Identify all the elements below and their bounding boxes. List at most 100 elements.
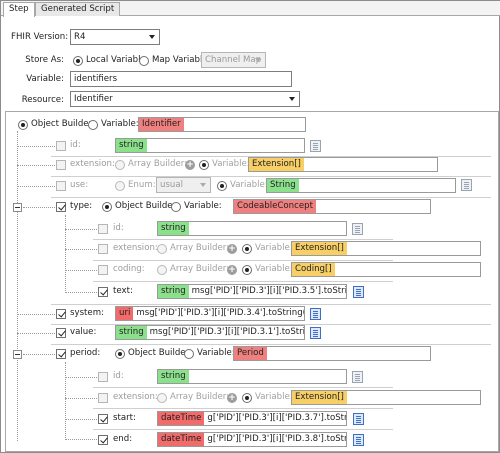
note-icon[interactable] xyxy=(353,286,364,298)
extension-variable-radio[interactable] xyxy=(199,160,209,170)
use-variable-label: Variable: xyxy=(230,180,268,190)
period-extension-variable-label: Variable: xyxy=(255,392,293,402)
period-extension-checkbox[interactable] xyxy=(98,393,108,403)
note-icon[interactable] xyxy=(352,371,363,383)
type-text-checkbox[interactable] xyxy=(98,287,108,297)
map-variable-radio[interactable] xyxy=(139,56,149,66)
system-checkbox[interactable] xyxy=(56,309,66,319)
period-end-expression: g['PID']['PID.3'][i]['PID.3.8'].toString… xyxy=(207,434,346,444)
type-extension-variable-radio[interactable] xyxy=(242,244,252,254)
tab-generated-script-label: Generated Script xyxy=(41,4,115,14)
use-type-tag: String xyxy=(267,179,299,192)
plus-icon[interactable]: + xyxy=(227,244,237,254)
plus-icon[interactable]: + xyxy=(185,160,195,170)
row-separator xyxy=(51,176,491,177)
tree-line xyxy=(65,215,66,293)
tree-line xyxy=(65,249,97,250)
variable-input[interactable]: identifiers xyxy=(70,71,292,87)
note-icon[interactable] xyxy=(353,413,364,425)
period-object-builder-radio[interactable] xyxy=(115,349,125,359)
note-icon[interactable] xyxy=(310,308,321,320)
note-icon[interactable] xyxy=(353,434,364,446)
tree-line xyxy=(65,229,97,230)
fhir-version-value: R4 xyxy=(74,32,86,42)
type-coding-variable-field[interactable]: Coding[] xyxy=(291,262,481,277)
type-variable-label: Variable: xyxy=(184,201,222,211)
type-object-builder-radio[interactable] xyxy=(102,202,112,212)
use-enum-radio[interactable] xyxy=(115,181,125,191)
type-extension-array-builder-radio[interactable] xyxy=(157,244,167,254)
period-checkbox[interactable] xyxy=(56,349,66,359)
type-extension-checkbox[interactable] xyxy=(98,244,108,254)
use-variable-field[interactable]: String xyxy=(266,178,456,193)
root-variable-field[interactable]: Identifier xyxy=(138,117,306,132)
type-extension-variable-label: Variable: xyxy=(255,243,293,253)
extension-type-tag: Extension[] xyxy=(249,158,304,171)
system-expression: msg['PID']['PID.3'][i]['PID.3.4'].toStri… xyxy=(136,308,305,318)
period-variable-field[interactable]: Period xyxy=(233,346,431,361)
type-coding-checkbox[interactable] xyxy=(98,265,108,275)
type-variable-field[interactable]: CodeableConcept xyxy=(233,199,431,214)
local-variable-radio[interactable] xyxy=(73,56,83,66)
resource-value: Identifier xyxy=(74,94,113,104)
system-label: system: xyxy=(70,308,104,318)
collapse-icon[interactable] xyxy=(13,203,22,212)
map-variable-label: Map Variable xyxy=(152,55,208,65)
tab-generated-script[interactable]: Generated Script xyxy=(35,2,121,16)
period-start-checkbox[interactable] xyxy=(98,414,108,424)
use-enum-select[interactable]: usual xyxy=(156,177,211,193)
map-variable-select[interactable]: Channel Map xyxy=(201,52,266,68)
note-icon[interactable] xyxy=(310,327,321,339)
type-coding-variable-radio[interactable] xyxy=(242,265,252,275)
resource-select[interactable]: Identifier xyxy=(70,91,300,107)
extension-variable-field[interactable]: Extension[] xyxy=(248,157,438,172)
period-variable-label: Variable: xyxy=(197,348,235,358)
system-field[interactable]: uri msg['PID']['PID.3'][i]['PID.3.4'].toS… xyxy=(115,306,305,321)
type-id-checkbox[interactable] xyxy=(98,224,108,234)
extension-checkbox[interactable] xyxy=(56,160,66,170)
root-object-builder-radio[interactable] xyxy=(18,120,28,130)
note-icon[interactable] xyxy=(310,140,321,152)
type-extension-variable-field[interactable]: Extension[] xyxy=(291,241,481,256)
extension-array-builder-radio[interactable] xyxy=(115,160,125,170)
tree-line xyxy=(17,186,55,187)
value-checkbox[interactable] xyxy=(56,328,66,338)
plus-icon[interactable]: + xyxy=(227,265,237,275)
period-extension-array-builder-radio[interactable] xyxy=(157,393,167,403)
id-field[interactable]: string xyxy=(115,138,305,153)
type-label: type: xyxy=(70,201,93,211)
fhir-version-select[interactable]: R4 xyxy=(70,29,160,45)
root-variable-radio[interactable] xyxy=(88,120,98,130)
chevron-down-icon xyxy=(200,183,206,187)
period-start-type-tag: dateTime xyxy=(158,412,205,425)
use-variable-radio[interactable] xyxy=(217,181,227,191)
period-end-checkbox[interactable] xyxy=(98,435,108,445)
plus-icon[interactable]: + xyxy=(227,393,237,403)
period-end-field[interactable]: dateTime g['PID']['PID.3'][i]['PID.3.8'].… xyxy=(157,432,347,447)
tab-step[interactable]: Step xyxy=(3,2,35,17)
period-start-field[interactable]: dateTime g['PID']['PID.3'][i]['PID.3.7'].… xyxy=(157,411,347,426)
id-checkbox[interactable] xyxy=(56,141,66,151)
period-variable-radio[interactable] xyxy=(184,349,194,359)
tree-line xyxy=(17,165,55,166)
use-checkbox[interactable] xyxy=(56,181,66,191)
type-variable-radio[interactable] xyxy=(171,202,181,212)
type-text-field[interactable]: string msg['PID']['PID.3'][i]['PID.3.5'].… xyxy=(157,284,347,299)
tree-line xyxy=(65,362,66,440)
period-extension-variable-radio[interactable] xyxy=(242,393,252,403)
tree-line xyxy=(65,439,97,440)
period-id-field[interactable]: string xyxy=(157,369,347,384)
type-extension-type-tag: Extension[] xyxy=(292,242,347,255)
tree-line xyxy=(23,207,55,208)
period-extension-variable-field[interactable]: Extension[] xyxy=(291,390,481,405)
type-checkbox[interactable] xyxy=(56,202,66,212)
type-coding-array-builder-radio[interactable] xyxy=(157,265,167,275)
value-field[interactable]: string msg['PID']['PID.3'][i]['PID.3.1'].… xyxy=(115,325,305,340)
note-icon[interactable] xyxy=(461,179,472,191)
period-id-checkbox[interactable] xyxy=(98,372,108,382)
type-id-field[interactable]: string xyxy=(157,221,347,236)
collapse-icon[interactable] xyxy=(13,350,22,359)
tab-step-label: Step xyxy=(9,4,29,14)
resource-label: Resource: xyxy=(21,95,64,105)
note-icon[interactable] xyxy=(352,223,363,235)
